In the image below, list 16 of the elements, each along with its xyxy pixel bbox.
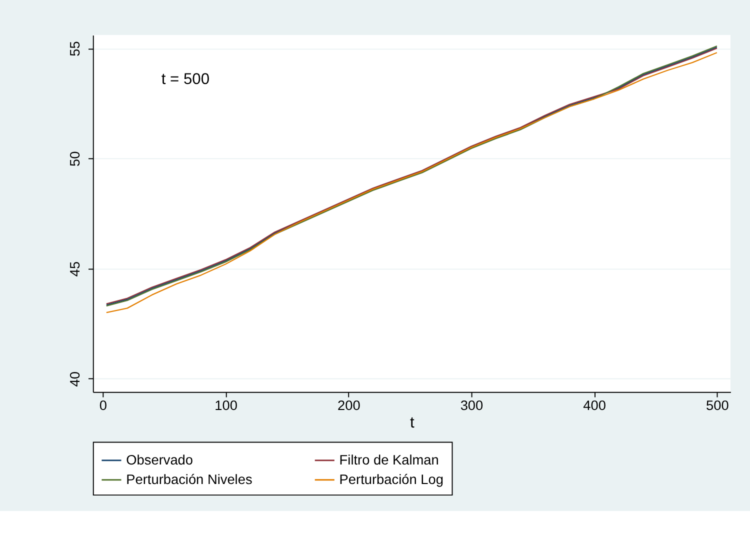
annotation: t = 500 bbox=[161, 70, 210, 88]
x-tick-label: 100 bbox=[214, 398, 238, 413]
x-axis-title: t bbox=[410, 414, 415, 432]
legend-label: Perturbación Niveles bbox=[126, 472, 252, 487]
y-tick-label: 50 bbox=[68, 150, 83, 166]
x-tick-label: 400 bbox=[583, 398, 606, 413]
y-tick-label: 55 bbox=[68, 40, 83, 56]
x-tick-label: 300 bbox=[460, 398, 484, 413]
y-tick-label: 45 bbox=[68, 261, 83, 277]
x-tick-label: 200 bbox=[337, 398, 361, 413]
x-tick-label: 0 bbox=[99, 398, 108, 413]
x-tick-label: 500 bbox=[706, 398, 730, 413]
y-tick-label: 40 bbox=[68, 371, 83, 387]
legend-label: Observado bbox=[126, 452, 194, 468]
legend-label: Filtro de Kalman bbox=[339, 452, 439, 468]
legend-label: Perturbación Log bbox=[339, 472, 444, 487]
